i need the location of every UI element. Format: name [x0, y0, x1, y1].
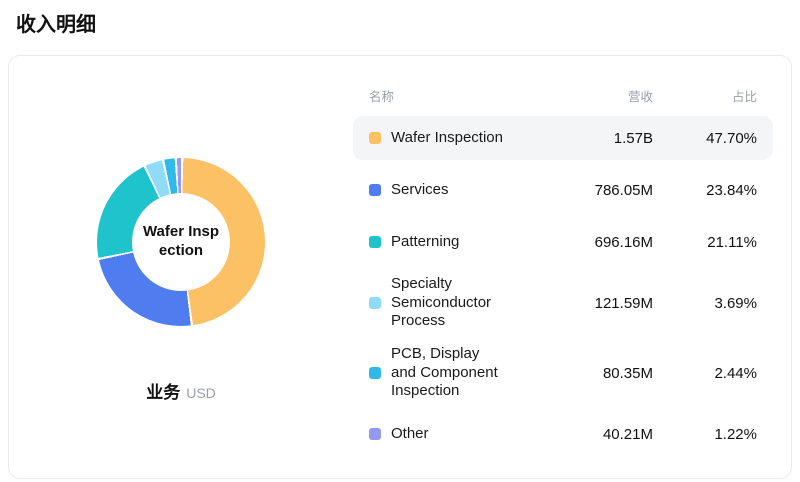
- series-color-swatch: [369, 296, 381, 309]
- series-color-swatch: [369, 235, 381, 248]
- chart-dimension-label: 业务: [146, 383, 181, 402]
- series-revenue-value: 121.59M: [594, 294, 653, 312]
- page-title: 收入明细: [16, 14, 96, 36]
- table-row[interactable]: Wafer Inspection 1.57B 47.70%: [353, 116, 773, 160]
- series-color-swatch: [369, 183, 381, 196]
- header-share: 占比: [731, 89, 757, 104]
- series-revenue-value: 40.21M: [602, 425, 653, 443]
- table-row[interactable]: Patterning 696.16M 21.11%: [353, 220, 773, 264]
- series-name-label: Wafer Inspection: [391, 128, 503, 146]
- series-revenue-value: 786.05M: [594, 181, 653, 199]
- series-name-cell: Services: [369, 181, 503, 200]
- donut-center-label: Wafer Insp ection: [142, 223, 220, 259]
- revenue-breakdown-card: Wafer Insp ection 业务 USD 名称 营收 占比 Wafer I…: [8, 55, 792, 479]
- series-name-cell: Other: [369, 425, 503, 444]
- series-share-value: 21.11%: [707, 233, 757, 251]
- table-row[interactable]: PCB, Display and Component Inspection 80…: [353, 342, 773, 404]
- series-table: 名称 营收 占比 Wafer Inspection 1.57B 47.70% S…: [353, 56, 791, 478]
- series-share-value: 2.44%: [714, 364, 757, 382]
- series-name-label: PCB, Display and Component Inspection: [391, 344, 498, 400]
- series-revenue-value: 80.35M: [602, 364, 653, 382]
- chart-unit-label: USD: [186, 385, 216, 401]
- series-name-cell: Wafer Inspection: [369, 129, 503, 148]
- series-name-label: Services: [391, 180, 449, 198]
- series-name-cell: Patterning: [369, 233, 503, 252]
- series-name-label: Other: [391, 424, 429, 442]
- series-share-value: 23.84%: [706, 181, 757, 199]
- header-revenue: 营收: [627, 89, 653, 104]
- series-name-cell: PCB, Display and Component Inspection: [369, 345, 503, 402]
- table-row[interactable]: Specialty Semiconductor Process 121.59M …: [353, 272, 773, 334]
- series-share-value: 1.22%: [714, 425, 757, 443]
- header-name: 名称: [369, 89, 395, 104]
- series-share-value: 47.70%: [706, 129, 757, 147]
- series-color-swatch: [369, 366, 381, 379]
- donut-chart-section: Wafer Insp ection 业务 USD: [9, 56, 353, 478]
- table-row[interactable]: Other 40.21M 1.22%: [353, 412, 773, 456]
- series-revenue-value: 696.16M: [594, 233, 653, 251]
- series-revenue-value: 1.57B: [613, 129, 653, 147]
- series-name-label: Specialty Semiconductor Process: [391, 274, 492, 330]
- series-name-cell: Specialty Semiconductor Process: [369, 275, 503, 332]
- donut-chart[interactable]: Wafer Insp ection: [97, 158, 265, 326]
- series-share-value: 3.69%: [714, 294, 757, 312]
- chart-footer: 业务 USD: [9, 378, 353, 403]
- donut-chart-hole: Wafer Insp ection: [132, 193, 230, 291]
- series-name-label: Patterning: [391, 232, 460, 250]
- table-row[interactable]: Services 786.05M 23.84%: [353, 168, 773, 212]
- series-table-header: 名称 营收 占比: [353, 86, 773, 104]
- series-color-swatch: [369, 131, 381, 144]
- series-color-swatch: [369, 427, 381, 440]
- series-table-body: Wafer Inspection 1.57B 47.70% Services 7…: [353, 116, 773, 456]
